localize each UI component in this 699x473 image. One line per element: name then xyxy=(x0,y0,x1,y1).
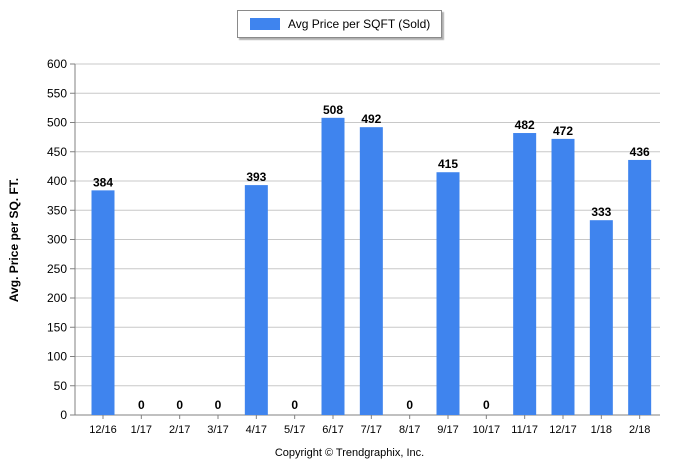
x-tick-label: 5/17 xyxy=(284,424,305,436)
x-tick-label: 4/17 xyxy=(246,424,267,436)
x-tick-label: 7/17 xyxy=(361,424,382,436)
data-label: 472 xyxy=(553,124,573,138)
data-label: 0 xyxy=(406,398,413,412)
y-tick-label: 150 xyxy=(47,320,67,334)
y-tick-label: 0 xyxy=(60,408,67,422)
bar xyxy=(628,159,652,415)
data-label: 384 xyxy=(93,175,113,189)
x-tick-label: 1/17 xyxy=(131,424,152,436)
data-label: 0 xyxy=(215,398,222,412)
bar xyxy=(436,172,460,415)
x-tick-label: 3/17 xyxy=(207,424,228,436)
data-label: 393 xyxy=(246,170,266,184)
data-label: 0 xyxy=(483,398,490,412)
bar xyxy=(589,220,613,415)
legend-label: Avg Price per SQFT (Sold) xyxy=(288,17,431,31)
x-tick-label: 12/17 xyxy=(549,424,577,436)
data-label: 415 xyxy=(438,157,458,171)
bar xyxy=(91,190,115,415)
data-label: 0 xyxy=(176,398,183,412)
bar xyxy=(551,138,575,415)
legend: Avg Price per SQFT (Sold) xyxy=(237,10,442,38)
x-tick-label: 8/17 xyxy=(399,424,420,436)
x-tick-label: 2/18 xyxy=(629,424,650,436)
x-tick-label: 6/17 xyxy=(322,424,343,436)
x-tick-label: 9/17 xyxy=(437,424,458,436)
bar xyxy=(359,127,383,416)
x-tick-label: 12/16 xyxy=(89,424,117,436)
legend-swatch xyxy=(250,18,280,30)
y-axis-label: Avg. Price per SQ. FT. xyxy=(7,177,21,303)
y-tick-label: 100 xyxy=(47,350,67,364)
y-tick-label: 300 xyxy=(47,233,67,247)
data-label: 508 xyxy=(323,103,343,117)
x-tick-label: 10/17 xyxy=(473,424,501,436)
x-tick-label: 11/17 xyxy=(511,424,538,436)
y-tick-label: 550 xyxy=(47,86,67,100)
bar xyxy=(513,133,537,415)
x-tick-label: 1/18 xyxy=(591,424,612,436)
x-tick-labels: 12/16 1/17 2/17 3/17 4/17 5/17 6/17 7/17 8/17 9/1… xyxy=(89,424,650,436)
y-tick-label: 250 xyxy=(47,262,67,276)
y-tick-label: 200 xyxy=(47,291,67,305)
data-label: 0 xyxy=(291,398,298,412)
data-label: 492 xyxy=(361,112,381,126)
y-tick-label: 400 xyxy=(47,174,67,188)
y-tick-label: 350 xyxy=(47,203,67,217)
data-label: 482 xyxy=(515,118,535,132)
y-tick-labels: 0 50 100 150 200 250 300 350 400 450 500 550 600 xyxy=(47,57,67,422)
data-label: 333 xyxy=(591,205,611,219)
data-label: 436 xyxy=(630,145,650,159)
bar xyxy=(321,117,345,415)
data-label: 0 xyxy=(138,398,145,412)
bars xyxy=(91,117,652,416)
x-tick-label: 2/17 xyxy=(169,424,190,436)
y-tick-label: 500 xyxy=(47,116,67,130)
y-tick-label: 50 xyxy=(54,379,68,393)
y-tick-label: 450 xyxy=(47,145,67,159)
copyright-text: Copyright © Trendgraphix, Inc. xyxy=(274,447,425,459)
bar xyxy=(244,185,268,415)
data-labels: 384 0 0 0 393 0 508 492 0 415 0 482 472 333 436 xyxy=(93,103,650,412)
y-tick-label: 600 xyxy=(47,57,67,71)
